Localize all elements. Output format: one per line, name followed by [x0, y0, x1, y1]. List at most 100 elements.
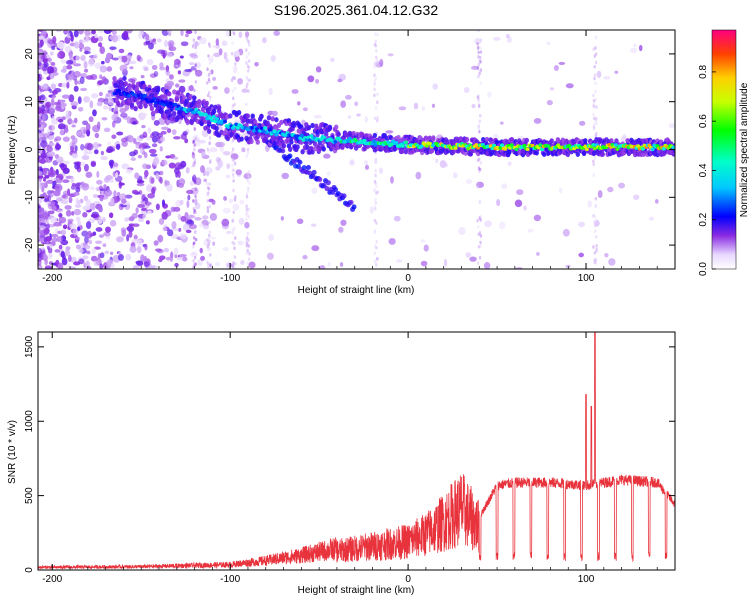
heatmap-noise-cell — [68, 94, 75, 103]
heatmap-streak-cell — [594, 97, 597, 102]
heatmap-streak-cell — [477, 166, 481, 171]
heatmap-streak-cell — [374, 32, 377, 36]
heatmap-noise-cell — [111, 114, 118, 121]
heatmap-ridge-core — [259, 126, 264, 131]
heatmap-noise-cell — [215, 38, 220, 46]
heatmap-noise-cell — [420, 239, 426, 243]
heatmap-noise-cell — [186, 200, 190, 209]
heatmap-ridge-halo — [213, 104, 218, 110]
colorbar-tick-label: 0.4 — [698, 163, 709, 177]
figure-title: S196.2025.361.04.12.G32 — [274, 2, 438, 18]
heatmap-noise-cell — [76, 199, 81, 205]
heatmap-noise-cell — [159, 177, 163, 184]
heatmap-noise-cell — [70, 185, 76, 190]
heatmap-noise-cell — [507, 161, 512, 166]
heatmap-noise-cell — [369, 206, 374, 214]
heatmap-noise-cell — [215, 166, 221, 171]
heatmap-ridge-halo — [204, 100, 209, 106]
heatmap-streak-cell — [193, 127, 196, 131]
heatmap-noise-cell — [142, 163, 148, 170]
heatmap-ridge-halo — [305, 144, 310, 150]
heatmap-streak-cell — [479, 50, 483, 54]
heatmap-ridge-core — [309, 134, 314, 138]
heatmap-noise-cell — [109, 219, 117, 227]
heatmap-noise-cell — [139, 134, 145, 139]
heatmap-streak-cell — [476, 45, 480, 50]
heatmap-noise-cell — [435, 158, 439, 164]
heatmap-noise-cell — [174, 167, 180, 175]
heatmap-ridge-core — [508, 146, 513, 150]
heatmap-noise-cell — [200, 151, 206, 157]
heatmap-streak-cell — [247, 89, 250, 93]
heatmap-noise-cell — [92, 109, 97, 117]
heatmap-noise-cell — [38, 74, 41, 78]
heatmap-noise-cell — [471, 104, 476, 109]
heatmap-noise-cell — [558, 61, 566, 66]
heatmap-streak-cell — [247, 238, 250, 242]
heatmap-ridge-core — [152, 96, 157, 101]
heatmap-x-axis-label: Height of straight line (km) — [298, 285, 415, 296]
heatmap-noise-cell — [194, 141, 201, 147]
heatmap-noise-cell — [125, 253, 132, 261]
heatmap-noise-cell — [533, 118, 542, 124]
heatmap-noise-cell — [60, 59, 67, 64]
heatmap-noise-cell — [143, 261, 150, 268]
heatmap-noise-cell — [184, 68, 192, 72]
heatmap-noise-cell — [72, 228, 78, 237]
heatmap-noise-cell — [108, 86, 115, 90]
heatmap-noise-cell — [73, 30, 79, 38]
heatmap-streak-cell — [476, 42, 479, 46]
heatmap-noise-cell — [60, 229, 67, 236]
heatmap-noise-cell — [484, 220, 492, 228]
heatmap-noise-cell — [48, 169, 57, 178]
heatmap-noise-cell — [55, 142, 60, 150]
heatmap-noise-cell — [56, 179, 63, 184]
heatmap-ridge-halo — [327, 125, 333, 131]
heatmap-streak-cell — [476, 182, 480, 186]
heatmap-noise-cell — [178, 183, 184, 188]
heatmap-noise-cell — [69, 223, 77, 230]
heatmap-noise-cell — [48, 57, 52, 63]
heatmap-noise-cell — [195, 177, 202, 186]
heatmap-noise-cell — [40, 83, 48, 90]
heatmap-noise-cell — [55, 101, 61, 110]
heatmap-ridge-core — [453, 146, 458, 150]
heatmap-noise-cell — [134, 172, 140, 180]
heatmap-noise-cell — [113, 190, 117, 197]
heatmap-ridge-halo — [609, 138, 614, 144]
heatmap-noise-cell — [38, 184, 42, 191]
heatmap-ridge-halo — [253, 119, 258, 125]
heatmap-noise-cell — [226, 163, 231, 170]
heatmap-noise-cell — [163, 247, 170, 253]
heatmap-noise-cell — [135, 260, 144, 266]
heatmap-noise-cell — [148, 42, 154, 50]
heatmap-noise-cell — [83, 163, 89, 172]
heatmap-noise-cell — [463, 86, 470, 93]
heatmap-noise-cell — [69, 119, 75, 124]
heatmap-noise-cell — [92, 141, 99, 150]
heatmap-streak-cell — [192, 38, 195, 42]
heatmap-streak-cell — [230, 78, 234, 82]
heatmap-noise-cell — [415, 171, 422, 180]
heatmap-ridge-halo — [464, 136, 470, 143]
heatmap-noise-cell — [655, 199, 659, 204]
heatmap-streak-cell — [193, 241, 196, 245]
heatmap-noise-cell — [38, 160, 41, 169]
heatmap-streak-cell — [595, 131, 598, 136]
heatmap-noise-cell — [194, 217, 202, 221]
heatmap-noise-cell — [95, 227, 103, 232]
heatmap-streak-cell — [234, 62, 237, 66]
heatmap-streak-cell — [206, 205, 209, 210]
heatmap-noise-cell — [55, 169, 59, 176]
heatmap-streak-cell — [595, 247, 598, 252]
heatmap-ridge-halo — [197, 98, 202, 105]
heatmap-ridge-halo — [116, 101, 121, 107]
heatmap-streak-cell — [375, 160, 378, 164]
heatmap-ridge-halo — [159, 109, 165, 115]
heatmap-noise-cell — [212, 76, 216, 81]
heatmap-streak-cell — [231, 218, 235, 222]
heatmap-streak-cell — [595, 219, 598, 223]
heatmap-noise-cell — [81, 230, 89, 237]
